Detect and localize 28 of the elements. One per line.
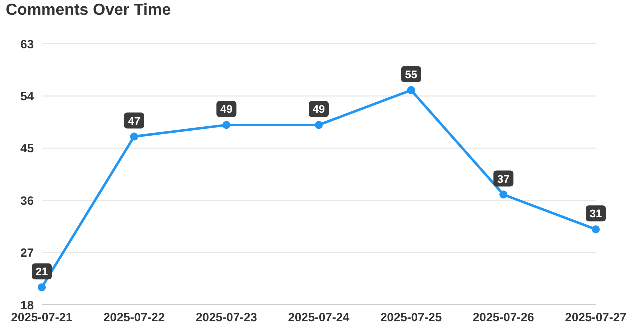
y-tick-label: 54	[20, 89, 34, 104]
x-tick-label: 2025-07-22	[104, 310, 166, 325]
y-tick-label: 45	[20, 142, 34, 156]
data-label: 55	[405, 69, 418, 82]
point	[500, 190, 508, 199]
y-tick-label: 18	[20, 298, 34, 312]
y-tick-label: 27	[20, 246, 34, 260]
point	[315, 121, 323, 130]
point	[592, 226, 600, 234]
point	[407, 86, 416, 94]
x-tick-label: 2025-07-25	[380, 310, 442, 325]
x-tick-label: 2025-07-27	[565, 310, 628, 325]
data-label: 47	[128, 116, 140, 128]
data-label: 37	[498, 174, 510, 186]
x-tick-label: 2025-07-21	[11, 310, 74, 325]
data-label: 31	[590, 208, 602, 221]
x-tick-label: 2025-07-23	[196, 310, 258, 325]
x-tick-label: 2025-07-26	[472, 310, 535, 325]
chart-title: Comments Over Time	[6, 2, 172, 20]
data-label: 49	[220, 104, 233, 116]
y-tick-label: 36	[20, 194, 34, 208]
x-tick-label: 2025-07-24	[288, 310, 350, 325]
point	[38, 284, 46, 292]
point	[130, 132, 138, 141]
data-label: 49	[312, 104, 326, 116]
point	[222, 121, 231, 130]
y-tick-label: 63	[20, 37, 34, 52]
data-label: 21	[36, 266, 48, 279]
